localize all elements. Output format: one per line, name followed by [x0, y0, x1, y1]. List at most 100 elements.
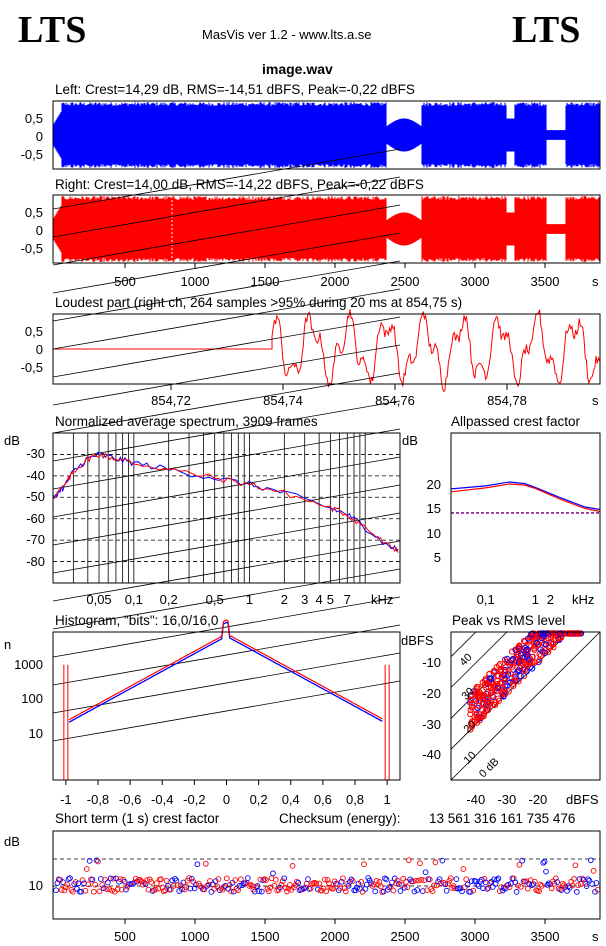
peakrms-point [553, 630, 560, 637]
spectrum-ytick-4: -70 [26, 532, 45, 548]
shortterm-point [85, 881, 92, 888]
shortterm-point [167, 886, 174, 893]
shortterm-point [418, 877, 425, 883]
shortterm-point [53, 887, 59, 894]
shortterm-point [100, 885, 107, 891]
shortterm-point [366, 877, 373, 884]
spectrum-slope-1 [52, 400, 401, 462]
shortterm-point [277, 884, 283, 891]
shortterm-point [401, 884, 408, 891]
shortterm-point [202, 860, 209, 867]
spectrum-slope--7 [52, 176, 401, 238]
shortterm-point [426, 876, 433, 883]
shortterm-point [459, 888, 465, 895]
loudest-xunit: s [592, 393, 599, 408]
shortterm-xunit: s [592, 929, 599, 944]
shortterm-point [512, 879, 519, 886]
shortterm-point [559, 880, 566, 887]
shortterm-point [445, 880, 451, 887]
shortterm-point [573, 889, 580, 895]
peakrms-point [520, 673, 528, 680]
allpass-ytick-0: 20 [426, 476, 441, 492]
peakrms-point [499, 684, 506, 691]
shortterm-point [95, 858, 101, 865]
peakrms-point [520, 665, 528, 672]
shortterm-point [205, 881, 212, 888]
spectrum-xtick-9: 7 [343, 592, 351, 607]
peakrms-point [525, 635, 532, 642]
spectrum-slope-6 [52, 540, 401, 602]
wave-xtick-2: 1500 [250, 274, 280, 289]
shortterm-point [382, 875, 388, 882]
peakrms-diag-1 [450, 631, 570, 750]
peakrms-point [524, 648, 531, 655]
shortterm-point [86, 858, 93, 864]
shortterm-point [324, 877, 331, 883]
shortterm-point [431, 882, 437, 889]
shortterm-point [513, 889, 520, 895]
shortterm-point [544, 882, 551, 888]
shortterm-point [278, 881, 285, 888]
left-title: Left: Crest=14,29 dB, RMS=-14,51 dBFS, P… [55, 82, 415, 97]
shortterm-point [106, 886, 113, 893]
right-ytick-1: 0 [35, 223, 43, 238]
spectrum-xtick-1: 0,1 [124, 592, 143, 607]
peakrms-point [514, 645, 521, 652]
shortterm-point [60, 879, 66, 885]
peakrms-point [476, 717, 483, 724]
spectrum-slope-4 [52, 484, 401, 546]
shortterm-point [109, 887, 115, 894]
shortterm-point [543, 868, 549, 875]
shortterm-point [489, 884, 496, 890]
peakrms-point [540, 630, 547, 637]
shortterm-point [548, 885, 555, 892]
peakrms-point [505, 688, 512, 695]
peakrms-point [557, 630, 564, 637]
shortterm-point [293, 878, 300, 885]
shortterm-point [516, 861, 523, 868]
wave-xtick-4: 2500 [390, 274, 420, 289]
shortterm-point [554, 879, 561, 885]
shortterm-point [170, 882, 177, 889]
peakrms-point [502, 664, 509, 671]
spectrum-slope--5 [52, 232, 401, 294]
shortterm-point [138, 878, 145, 885]
spectrum-ytick-5: -80 [26, 553, 45, 569]
shortterm-point [257, 876, 264, 883]
spectrum-xunit: kHz [371, 592, 394, 607]
loudest-xtick-2: 854,76 [375, 393, 415, 408]
spectrum-xtick-4: 1 [245, 592, 254, 607]
loudest-ytick-0: 0,5 [24, 324, 43, 339]
shortterm-point [348, 876, 355, 883]
peakrms-title: Peak vs RMS level [452, 613, 566, 628]
peakrms-point [487, 684, 495, 691]
right-waveform-frame [52, 194, 601, 264]
spectrum-xtick-3: 0,5 [205, 592, 224, 607]
peakrms-point [510, 683, 517, 690]
peakrms-point [521, 659, 528, 666]
shortterm-point [579, 875, 586, 882]
right-waveform [53, 196, 600, 262]
peakrms-point [490, 701, 497, 708]
shortterm-point [289, 863, 296, 869]
shortterm-point [104, 879, 111, 886]
logo-right: LTS [512, 9, 581, 51]
histogram-ytick-1: 100 [21, 691, 43, 707]
shortterm-point [375, 882, 381, 888]
histogram-xtick-5: 0 [222, 792, 231, 807]
shortterm-point [370, 881, 377, 888]
shortterm-point [576, 876, 583, 882]
shortterm-point [372, 888, 379, 895]
checksum-value: 13 561 316 161 735 476 [429, 811, 576, 826]
wave-xtick-5: 3000 [460, 274, 490, 289]
shortterm-point [404, 884, 411, 891]
peakrms-point [558, 634, 565, 641]
shortterm-point [99, 882, 106, 888]
allpass-xunit: kHz [572, 592, 595, 607]
peakrms-ylabel: dBFS [401, 633, 434, 648]
shortterm-point [453, 876, 460, 882]
shortterm-point [191, 885, 198, 892]
shortterm-xtick-3: 2000 [320, 929, 350, 944]
peakrms-xtick-1: -30 [497, 792, 517, 807]
